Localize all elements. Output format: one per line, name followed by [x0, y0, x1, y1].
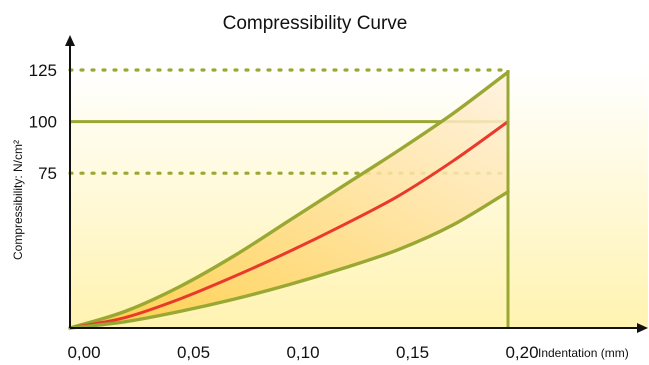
upper-curve	[68, 70, 510, 330]
tolerance-band	[70, 72, 508, 329]
x-tick-label: 0,20	[505, 343, 538, 362]
y-tick-label: 75	[38, 164, 57, 183]
x-tick-label: 0,00	[67, 343, 100, 362]
x-tick-label: 0,15	[396, 343, 429, 362]
y-axis-arrow	[65, 35, 75, 46]
y-tick-label: 100	[29, 113, 57, 132]
nominal-curve	[68, 120, 510, 330]
y-tick-label: 125	[29, 61, 57, 80]
x-axis-arrow	[637, 323, 648, 333]
x-tick-label: 0,05	[177, 343, 210, 362]
chart-title: Compressibility Curve	[223, 13, 408, 34]
x-tick-label: 0,10	[286, 343, 319, 362]
lower-curve	[68, 190, 510, 330]
y-axis-label: Compressibility: N/cm²	[11, 140, 25, 260]
x-axis-label: Indentation (mm)	[538, 346, 629, 360]
